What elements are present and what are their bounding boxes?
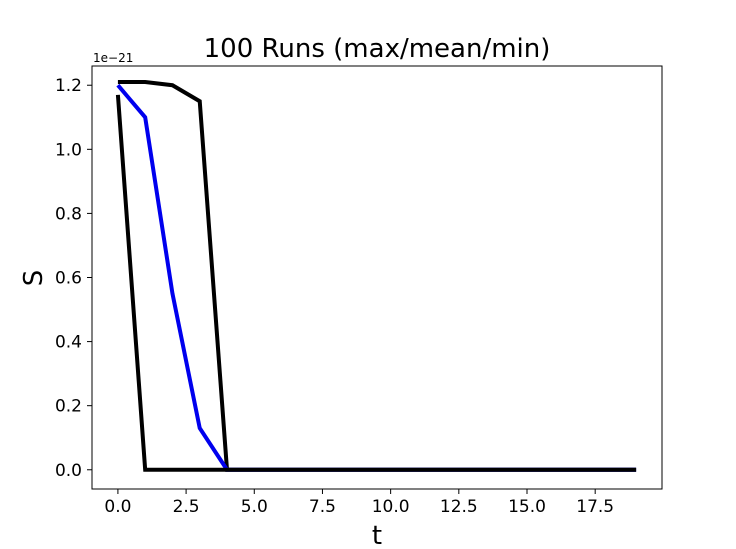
y-tick-label: 0.4 [55, 333, 82, 353]
y-tick-label: 1.0 [55, 140, 82, 160]
x-axis-label: t [372, 521, 382, 549]
chart-title: 100 Runs (max/mean/min) [204, 34, 551, 64]
y-tick-label: 0.8 [55, 204, 82, 224]
series-line-2 [116, 83, 637, 472]
x-tick-label: 12.5 [440, 497, 478, 517]
y-tick-label: 0.0 [55, 461, 82, 481]
x-tick-label: 0.0 [104, 497, 131, 517]
y-tick-label: 1.2 [55, 76, 82, 96]
x-tick-label: 17.5 [576, 497, 614, 517]
plot-area [115, 80, 637, 472]
y-tick-label: 0.6 [55, 269, 82, 289]
x-axis: 0.0 2.5 5.0 7.5 10.0 12.5 15.0 17.5 [104, 489, 614, 517]
x-tick-label: 10.0 [372, 497, 410, 517]
y-offset-label: 1e−21 [93, 51, 133, 65]
series-line-3 [115, 94, 637, 472]
axes-frame [91, 65, 663, 490]
x-tick-label: 15.0 [508, 497, 546, 517]
x-tick-label: 2.5 [173, 497, 200, 517]
y-tick-label: 0.2 [55, 397, 82, 417]
x-tick-label: 5.0 [241, 497, 268, 517]
y-axis-label: S [19, 270, 49, 287]
y-axis: 0.0 0.2 0.4 0.6 0.8 1.0 1.2 [55, 76, 92, 481]
x-tick-label: 7.5 [309, 497, 336, 517]
